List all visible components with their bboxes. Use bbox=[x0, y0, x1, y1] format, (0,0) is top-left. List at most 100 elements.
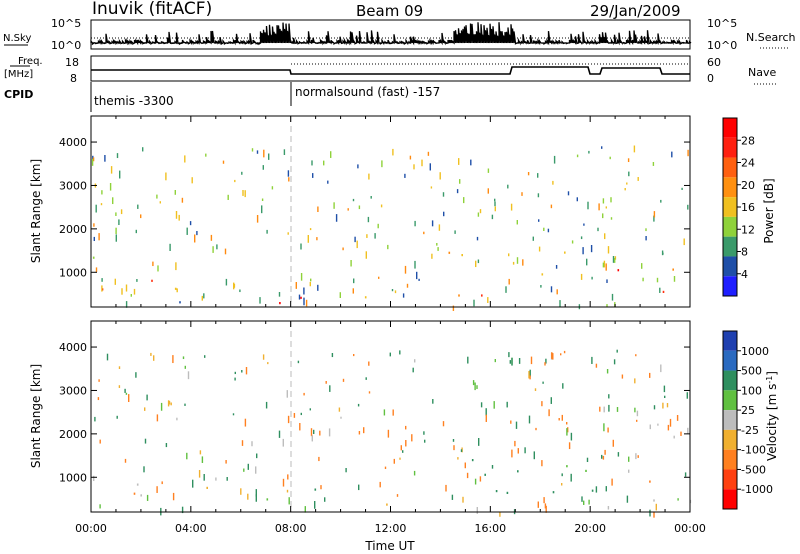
data-cell bbox=[136, 483, 139, 486]
scatter-cell bbox=[439, 172, 441, 180]
colorbar-segment bbox=[723, 276, 737, 296]
scatter-cell bbox=[591, 356, 593, 364]
scatter-cell bbox=[676, 415, 679, 421]
scatter-cell bbox=[404, 265, 407, 274]
scatter-cell bbox=[671, 151, 673, 158]
scatter-cell bbox=[331, 353, 334, 358]
colorbar-tick-label: 500 bbox=[741, 365, 762, 378]
scatter-cell bbox=[528, 371, 530, 379]
scatter-cell bbox=[318, 456, 320, 462]
scatter-cell bbox=[607, 246, 610, 254]
scatter-cell bbox=[514, 440, 516, 447]
scatter-cell bbox=[161, 481, 163, 485]
scatter-cell bbox=[124, 458, 127, 463]
colorbar-segment bbox=[723, 370, 737, 391]
scatter-cell bbox=[225, 278, 228, 286]
scatter-cell bbox=[97, 397, 100, 401]
scatter-cell bbox=[172, 355, 174, 364]
freq-tick-top: 18 bbox=[65, 56, 79, 69]
scatter-cell bbox=[144, 438, 147, 444]
scatter-cell bbox=[110, 166, 113, 174]
scatter-cell bbox=[118, 385, 121, 388]
scatter-cell bbox=[170, 402, 172, 406]
velocity-colorbar-label: Velocity [m s-1] bbox=[765, 371, 779, 461]
scatter-cell bbox=[508, 253, 510, 257]
scatter-cell bbox=[610, 197, 612, 203]
scatter-cell bbox=[319, 430, 321, 436]
scatter-cell bbox=[516, 257, 519, 264]
scatter-cell bbox=[634, 407, 636, 413]
scatter-cell bbox=[365, 377, 367, 380]
scatter-cell bbox=[626, 495, 629, 503]
scatter-cell bbox=[330, 151, 332, 158]
x-tick-label: 04:00 bbox=[175, 522, 207, 535]
scatter-cell bbox=[169, 243, 171, 251]
scatter-cell bbox=[628, 171, 630, 177]
data-cell bbox=[552, 491, 555, 494]
scatter-cell bbox=[186, 227, 188, 235]
scatter-cell bbox=[184, 365, 186, 369]
scatter-cell bbox=[628, 456, 630, 462]
scatter-cell bbox=[603, 423, 605, 432]
scatter-cell bbox=[621, 374, 624, 379]
colorbar-tick-label: -500 bbox=[741, 463, 766, 476]
cpid-program-2: normalsound (fast) -157 bbox=[295, 85, 440, 99]
scatter-cell bbox=[413, 470, 416, 476]
scatter-cell bbox=[266, 229, 268, 234]
scatter-cell bbox=[561, 473, 563, 477]
scatter-cell bbox=[667, 424, 670, 431]
scatter-cell bbox=[244, 418, 247, 427]
colorbar-tick-label: 8 bbox=[741, 246, 748, 259]
scatter-cell bbox=[115, 212, 117, 216]
scatter-cell bbox=[586, 457, 589, 463]
scatter-cell bbox=[135, 229, 137, 234]
scatter-cell bbox=[226, 477, 228, 481]
scatter-cell bbox=[404, 173, 406, 178]
scatter-cell bbox=[466, 472, 469, 479]
scatter-cell bbox=[160, 402, 163, 411]
scatter-cell bbox=[125, 301, 128, 308]
scatter-cell bbox=[605, 206, 607, 209]
power-scatter-marks bbox=[91, 145, 689, 311]
scatter-cell bbox=[189, 221, 192, 226]
scatter-cell bbox=[167, 400, 170, 407]
scatter-cell bbox=[242, 190, 244, 196]
scatter-cell bbox=[607, 427, 609, 433]
scatter-cell bbox=[628, 469, 630, 473]
scatter-cell bbox=[387, 429, 390, 438]
scatter-cell bbox=[607, 506, 610, 510]
noise-tick-top-right: 10^5 bbox=[707, 17, 737, 30]
scatter-cell bbox=[93, 236, 95, 242]
scatter-cell bbox=[521, 192, 523, 196]
scatter-cell bbox=[303, 287, 305, 295]
scatter-cell bbox=[95, 204, 97, 213]
scatter-cell bbox=[602, 213, 604, 219]
scatter-cell bbox=[657, 423, 659, 426]
scatter-cell bbox=[181, 506, 184, 514]
scatter-cell bbox=[421, 159, 423, 167]
scatter-cell bbox=[278, 292, 281, 297]
data-cell bbox=[591, 489, 594, 492]
scatter-cell bbox=[377, 223, 379, 229]
scatter-cell bbox=[467, 356, 469, 364]
scatter-cell bbox=[265, 401, 268, 409]
scatter-cell bbox=[562, 383, 564, 389]
scatter-cell bbox=[255, 494, 257, 502]
scatter-cell bbox=[605, 263, 607, 271]
scatter-cell bbox=[156, 194, 158, 199]
scatter-cell bbox=[172, 492, 175, 501]
scatter-cell bbox=[365, 251, 367, 259]
scatter-cell bbox=[255, 466, 257, 474]
scatter-cell bbox=[472, 380, 475, 386]
velocity-y-axis: 1000 2000 3000 4000 bbox=[59, 341, 690, 484]
scatter-cell bbox=[251, 148, 254, 152]
colorbar-segment bbox=[723, 489, 737, 509]
scatter-cell bbox=[604, 449, 606, 455]
nave-tick-top: 60 bbox=[707, 56, 721, 69]
scatter-cell bbox=[494, 206, 496, 212]
scatter-cell bbox=[234, 377, 236, 381]
scatter-cell bbox=[637, 177, 639, 181]
scatter-cell bbox=[458, 158, 460, 165]
y-tick-label: 4000 bbox=[59, 341, 87, 354]
scatter-cell bbox=[576, 154, 579, 158]
